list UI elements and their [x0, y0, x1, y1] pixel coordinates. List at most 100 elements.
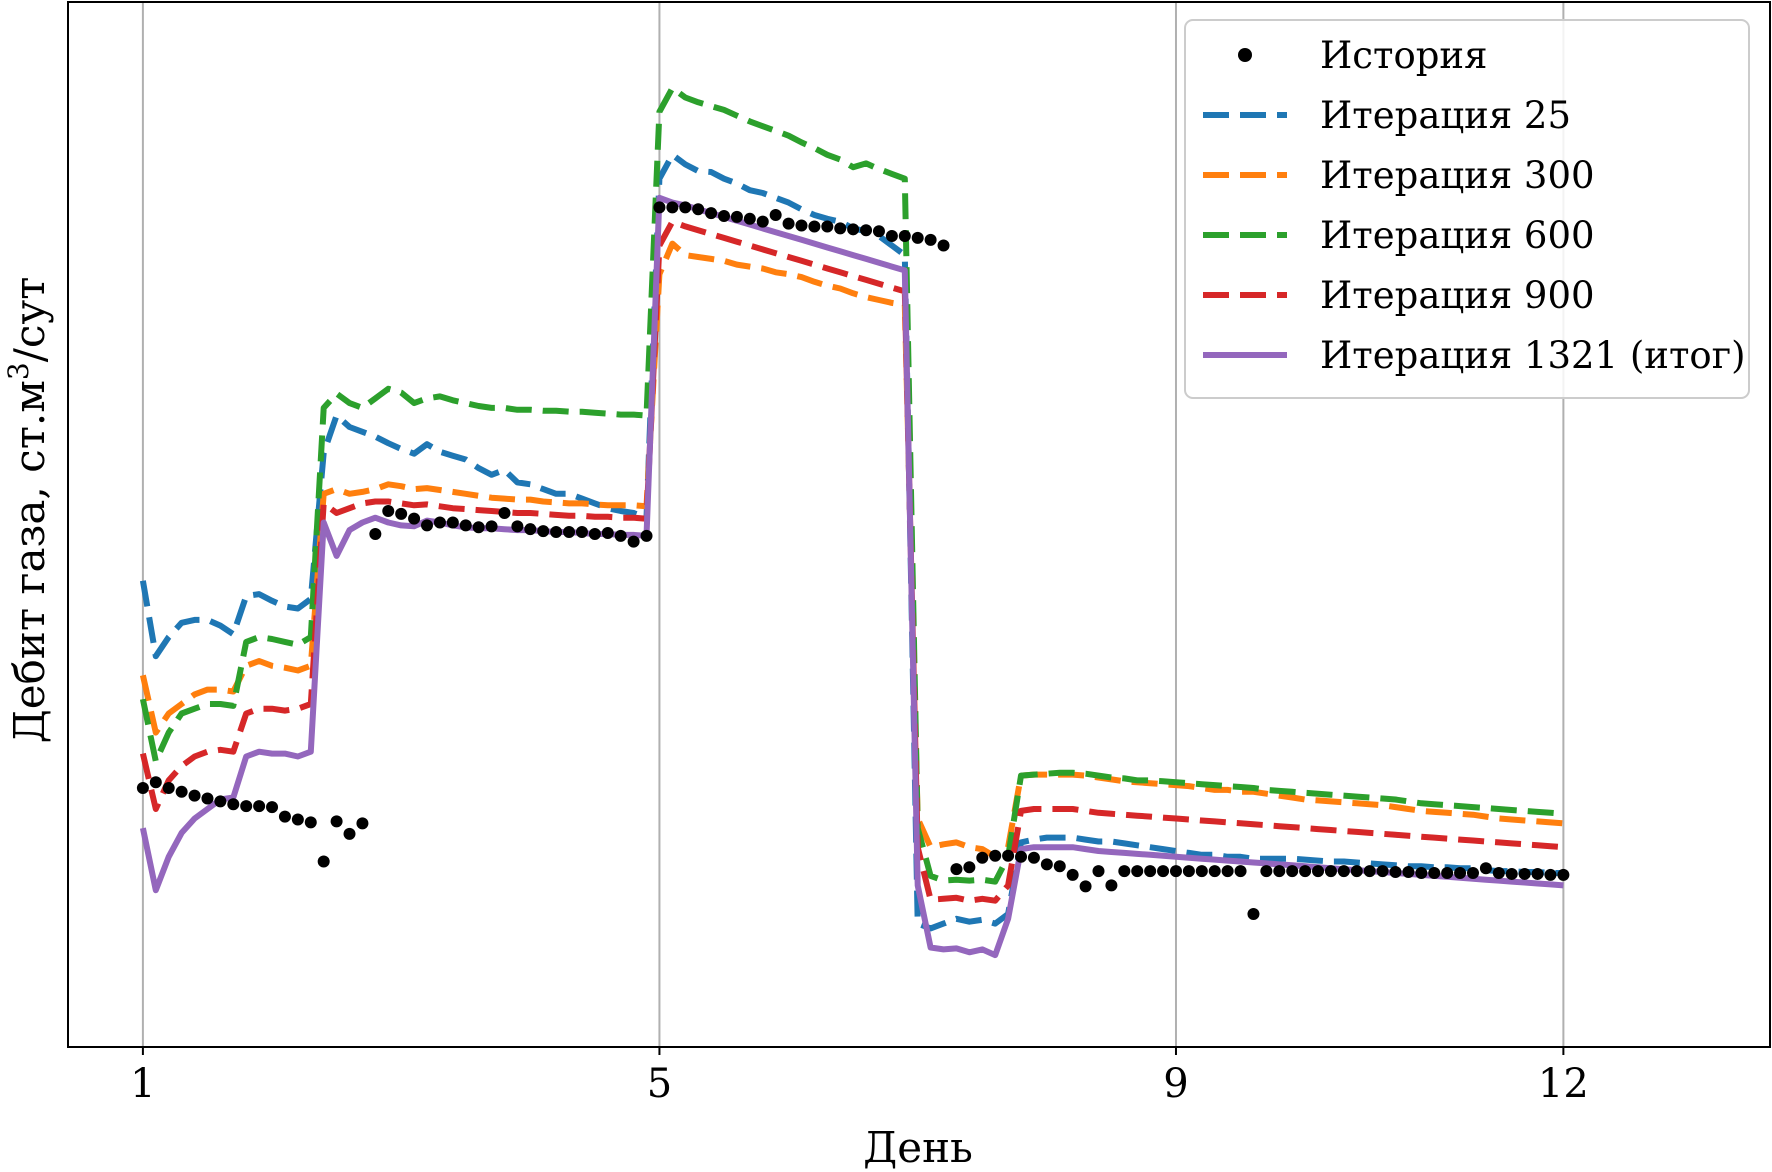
history-point: [937, 239, 950, 252]
history-point: [1337, 865, 1350, 878]
history-point: [1221, 865, 1234, 878]
history-point: [1027, 851, 1040, 864]
history-point: [1144, 865, 1157, 878]
history-point: [446, 516, 459, 529]
plot-frame: [67, 1, 1771, 1048]
history-point: [924, 233, 937, 246]
history-point: [588, 527, 601, 540]
history-point: [575, 526, 588, 539]
history-point: [679, 201, 692, 214]
history-point: [485, 520, 498, 533]
legend-marker: [1238, 48, 1252, 62]
history-point: [1505, 867, 1518, 880]
legend-label: Итерация 900: [1320, 274, 1595, 317]
y-axis-label: Дебит газа, ст.м3/сут: [2, 277, 54, 744]
history-point: [950, 863, 963, 876]
x-ticks: 1 5 9 12: [130, 1047, 1589, 1107]
history-point: [201, 792, 214, 805]
history-point: [459, 519, 472, 532]
series-line-3: [139, 85, 1564, 885]
history-point: [1402, 866, 1415, 879]
history-point: [1079, 880, 1092, 893]
legend-label: Итерация 1321 (итог): [1320, 334, 1746, 377]
legend: История Итерация 25 Итерация 300 Итерация 6…: [1184, 19, 1750, 399]
history-point: [369, 527, 382, 540]
history-point: [1157, 865, 1170, 878]
history-point: [718, 209, 731, 222]
history-point: [188, 789, 201, 802]
history-point: [304, 816, 317, 829]
history-point: [692, 203, 705, 216]
history-point: [705, 207, 718, 220]
history-point: [795, 219, 808, 232]
history-point: [1466, 866, 1479, 879]
history-point: [1454, 866, 1467, 879]
history-point: [1273, 865, 1286, 878]
history-point: [730, 210, 743, 223]
history-point: [356, 817, 369, 830]
history-point: [1479, 862, 1492, 875]
history-point: [1492, 866, 1505, 879]
history-point: [756, 215, 769, 228]
history-point: [278, 810, 291, 823]
history-point: [860, 224, 873, 237]
y-axis-label-tail: /сут: [5, 277, 54, 363]
history-point: [614, 529, 627, 542]
history-point: [1105, 879, 1118, 892]
history-point: [1131, 865, 1144, 878]
history-point: [162, 781, 175, 794]
history-point: [550, 526, 563, 539]
history-point: [1066, 868, 1079, 881]
history-point: [1182, 865, 1195, 878]
history-point: [640, 529, 653, 542]
history-point: [563, 526, 576, 539]
legend-label: Итерация 300: [1320, 154, 1595, 197]
legend-box: [1184, 19, 1750, 399]
history-point: [743, 212, 756, 225]
x-tick-label: 9: [1163, 1061, 1188, 1107]
history-point: [898, 230, 911, 242]
history-point: [1118, 865, 1131, 878]
history-point: [175, 785, 188, 798]
history-point: [317, 855, 330, 868]
history-point: [1531, 867, 1544, 880]
history-point: [240, 800, 253, 813]
x-tick-label: 5: [647, 1061, 672, 1107]
history-point: [1363, 865, 1376, 878]
history-point: [395, 507, 408, 520]
history-point: [1324, 865, 1337, 878]
history-point: [1544, 868, 1557, 881]
x-axis-label: День: [863, 1123, 973, 1172]
history-point: [1234, 865, 1247, 878]
series-line-4: [139, 218, 1564, 904]
history-point: [511, 520, 524, 533]
history-point: [627, 535, 640, 548]
y-axis-label-main: Дебит газа, ст.м: [5, 380, 54, 743]
history-point: [524, 523, 537, 536]
history-point: [1299, 865, 1312, 878]
history-point: [989, 849, 1002, 862]
history-point: [963, 861, 976, 874]
history-point: [291, 813, 304, 826]
history-point: [1389, 866, 1402, 879]
history-point: [782, 217, 795, 230]
history-point: [1557, 868, 1570, 881]
legend-label: Итерация 600: [1320, 214, 1595, 257]
history-point: [343, 827, 356, 840]
history-point: [330, 815, 343, 828]
history-point: [1518, 867, 1531, 880]
legend-label: История: [1320, 34, 1487, 77]
history-point: [834, 222, 847, 235]
history-point: [1415, 866, 1428, 879]
y-axis-label-sup: 3: [2, 362, 35, 380]
history-point: [1092, 865, 1105, 878]
history-point: [1040, 858, 1053, 871]
history-point: [821, 220, 834, 233]
history-point: [1376, 865, 1389, 878]
history-point: [1195, 865, 1208, 878]
x-tick-label: 12: [1538, 1061, 1589, 1107]
history-point: [1441, 866, 1454, 879]
history-point: [498, 506, 511, 519]
x-tick-label: 1: [130, 1061, 155, 1107]
